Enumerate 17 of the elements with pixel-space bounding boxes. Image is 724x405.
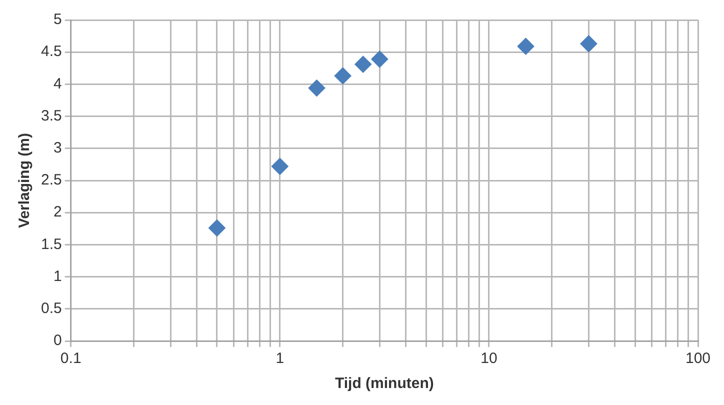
- y-tick-label: 1.5: [40, 236, 62, 253]
- y-tick-label: 3: [54, 140, 62, 157]
- y-tick-label: 4: [54, 75, 62, 92]
- y-tick-label: 4.5: [40, 43, 62, 60]
- x-tick-label: 100: [685, 350, 711, 368]
- x-tick-label: 0.1: [60, 350, 82, 368]
- y-tick-label: 5: [54, 11, 62, 28]
- y-tick-label: 2.5: [40, 172, 62, 189]
- y-tick-label: 3.5: [40, 107, 62, 124]
- y-tick-label: 1: [54, 268, 62, 285]
- x-tick-label: 10: [480, 350, 498, 368]
- x-axis-title: Tijd (minuten): [334, 375, 434, 392]
- y-axis-title: Verlaging (m): [16, 132, 34, 228]
- y-tick-label: 2: [54, 204, 62, 221]
- x-tick-label: 1: [276, 350, 284, 368]
- y-tick-label: 0: [54, 332, 62, 350]
- y-tick-label: 0.5: [40, 300, 62, 318]
